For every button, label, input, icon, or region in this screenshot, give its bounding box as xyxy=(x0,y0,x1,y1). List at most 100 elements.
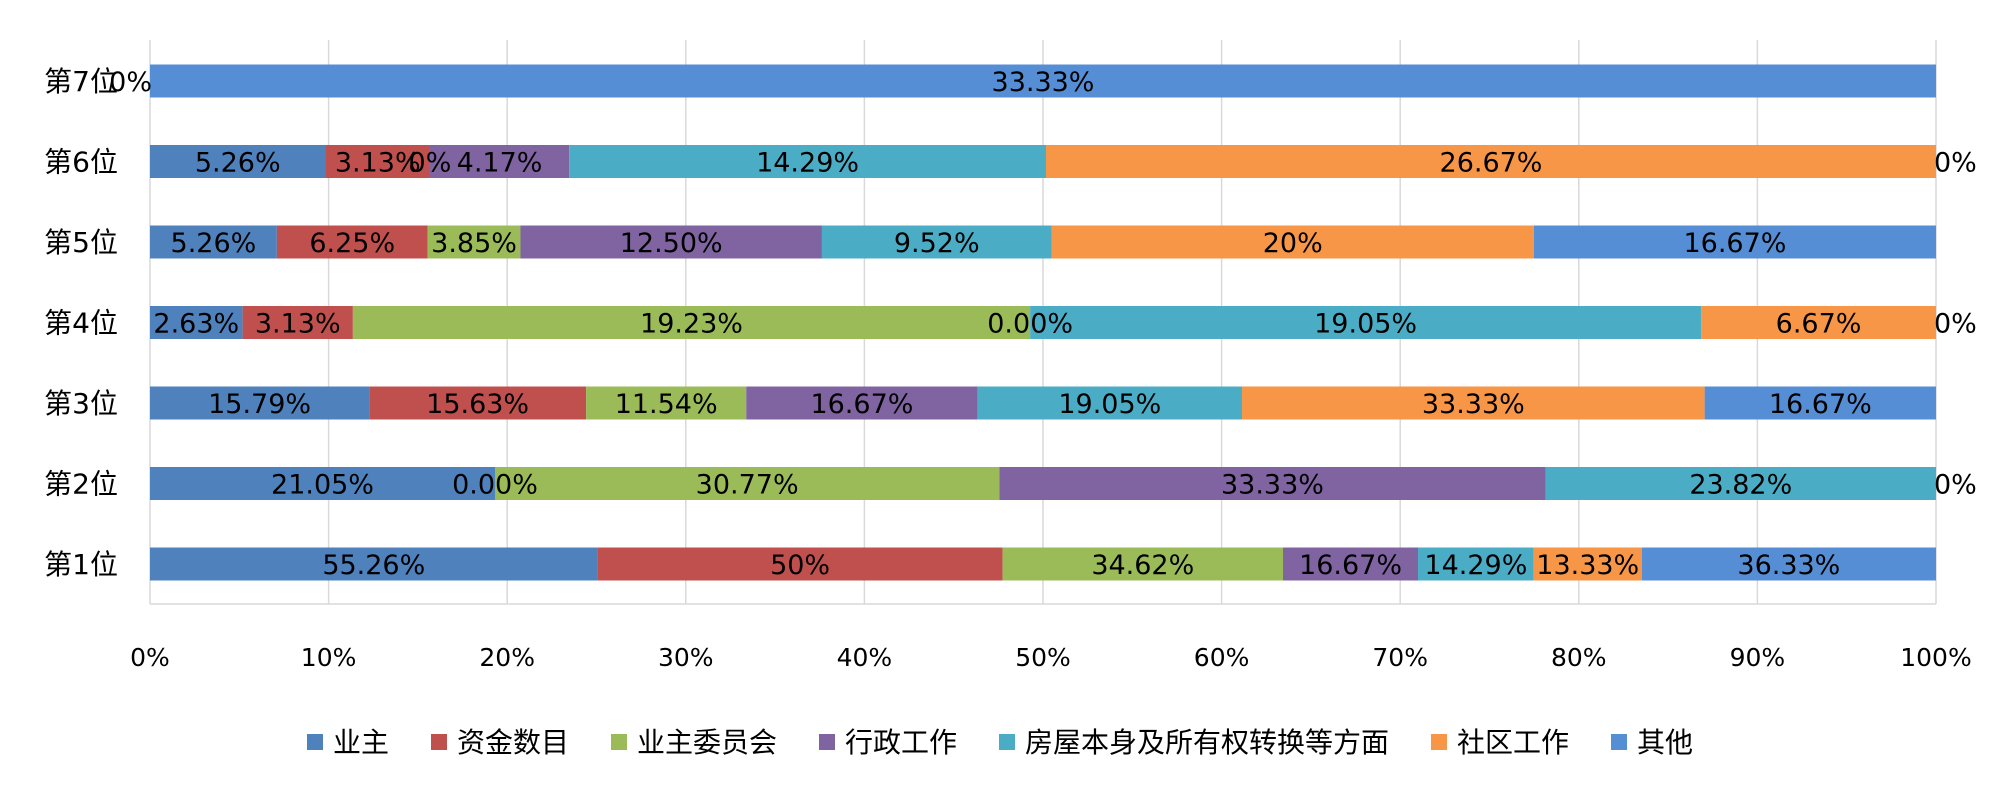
data-label: 6.25% xyxy=(309,228,395,259)
x-tick-label: 50% xyxy=(1015,643,1071,672)
data-label: 9.52% xyxy=(894,228,980,259)
data-label: 3.85% xyxy=(431,228,517,259)
data-label: 16.67% xyxy=(1299,550,1402,581)
bar-segment xyxy=(746,386,978,420)
legend-swatch xyxy=(611,734,627,750)
legend-swatch xyxy=(307,734,323,750)
data-label: 16.67% xyxy=(810,389,913,420)
data-label: 6.67% xyxy=(1776,309,1862,340)
data-label: 19.05% xyxy=(1058,389,1161,420)
y-category-label: 第7位 xyxy=(44,65,118,98)
bar-segment xyxy=(597,547,1003,581)
bar-segment xyxy=(150,145,326,178)
bar-segment xyxy=(1002,547,1283,581)
bar-segment xyxy=(150,306,243,339)
bar-segment xyxy=(1533,225,1936,259)
legend-label: 业主委员会 xyxy=(637,726,777,759)
bar-segment xyxy=(150,467,496,500)
data-label: 15.63% xyxy=(426,389,529,420)
bar-segment xyxy=(276,225,428,259)
data-label: 33.33% xyxy=(992,67,1095,98)
data-label: 4.17% xyxy=(457,148,543,179)
data-label: 15.79% xyxy=(208,389,311,420)
bar-segment xyxy=(1418,547,1534,581)
bar-segment xyxy=(520,225,822,259)
legend-swatch xyxy=(1611,734,1627,750)
legend-label: 房屋本身及所有权转换等方面 xyxy=(1025,726,1389,759)
x-tick-label: 20% xyxy=(479,643,535,672)
data-label: 0.00% xyxy=(987,309,1073,340)
data-label: 14.29% xyxy=(1424,550,1527,581)
bar-segment xyxy=(150,386,370,420)
legend-label: 资金数目 xyxy=(457,726,569,759)
y-category-label: 第5位 xyxy=(44,226,118,259)
bar-segment xyxy=(242,306,353,339)
y-category-label: 第1位 xyxy=(44,548,118,581)
data-label: 0% xyxy=(109,67,152,98)
data-label: 16.67% xyxy=(1683,228,1786,259)
data-label: 5.26% xyxy=(195,148,281,179)
x-tick-label: 100% xyxy=(1900,643,1971,672)
bar-segment xyxy=(1242,386,1705,420)
bar-segment xyxy=(369,386,587,420)
data-label: 3.13% xyxy=(255,309,341,340)
bar-segment xyxy=(1030,306,1702,339)
x-tick-label: 60% xyxy=(1194,643,1250,672)
data-label: 20% xyxy=(1263,228,1323,259)
bar-segment xyxy=(1282,547,1419,581)
data-label: 2.63% xyxy=(153,309,239,340)
data-label: 5.26% xyxy=(171,228,257,259)
x-tick-label: 80% xyxy=(1551,643,1607,672)
bar-segment xyxy=(1051,225,1534,259)
x-tick-label: 70% xyxy=(1372,643,1428,672)
bar-segment xyxy=(569,145,1047,178)
data-label: 12.50% xyxy=(620,228,723,259)
data-label: 34.62% xyxy=(1091,550,1194,581)
bar-segment xyxy=(1046,145,1936,178)
bar-segment xyxy=(977,386,1243,420)
y-category-label: 第3位 xyxy=(44,387,118,420)
x-tick-label: 10% xyxy=(301,643,357,672)
data-label: 55.26% xyxy=(322,550,425,581)
bar-segment xyxy=(999,467,1546,500)
data-label: 33.33% xyxy=(1422,389,1525,420)
data-label: 0% xyxy=(409,148,452,179)
bar-segment xyxy=(325,145,430,178)
x-tick-label: 0% xyxy=(130,643,170,672)
bar-segment xyxy=(1545,467,1936,500)
y-category-label: 第2位 xyxy=(44,468,118,501)
legend-swatch xyxy=(1431,734,1447,750)
data-label: 33.33% xyxy=(1221,470,1324,501)
data-label: 21.05% xyxy=(271,470,374,501)
bar-segment xyxy=(429,145,570,178)
bar-segment xyxy=(1533,547,1642,581)
data-label: 14.29% xyxy=(756,148,859,179)
legend-label: 行政工作 xyxy=(845,726,957,759)
bar-segment xyxy=(352,306,1031,339)
legend-swatch xyxy=(431,734,447,750)
data-label: 26.67% xyxy=(1440,148,1543,179)
data-label: 23.82% xyxy=(1689,470,1792,501)
bar-segment xyxy=(821,225,1052,259)
data-label: 0% xyxy=(1934,470,1977,501)
bar-segment xyxy=(150,64,1936,98)
data-label: 19.23% xyxy=(640,309,743,340)
legend-swatch xyxy=(819,734,835,750)
data-label: 0.00% xyxy=(452,470,538,501)
bar-segment xyxy=(1641,547,1936,581)
bar-segment xyxy=(1701,306,1936,339)
data-label: 0% xyxy=(1934,148,1977,179)
data-label: 30.77% xyxy=(696,470,799,501)
legend-label: 业主 xyxy=(333,726,389,759)
data-label: 16.67% xyxy=(1769,389,1872,420)
legend-label: 社区工作 xyxy=(1457,726,1569,759)
data-label: 13.33% xyxy=(1536,550,1639,581)
data-label: 36.33% xyxy=(1737,550,1840,581)
data-label: 19.05% xyxy=(1314,309,1417,340)
bar-segment xyxy=(427,225,521,259)
y-category-label: 第4位 xyxy=(44,307,118,340)
data-label: 0% xyxy=(1934,309,1977,340)
data-label: 3.13% xyxy=(335,148,421,179)
